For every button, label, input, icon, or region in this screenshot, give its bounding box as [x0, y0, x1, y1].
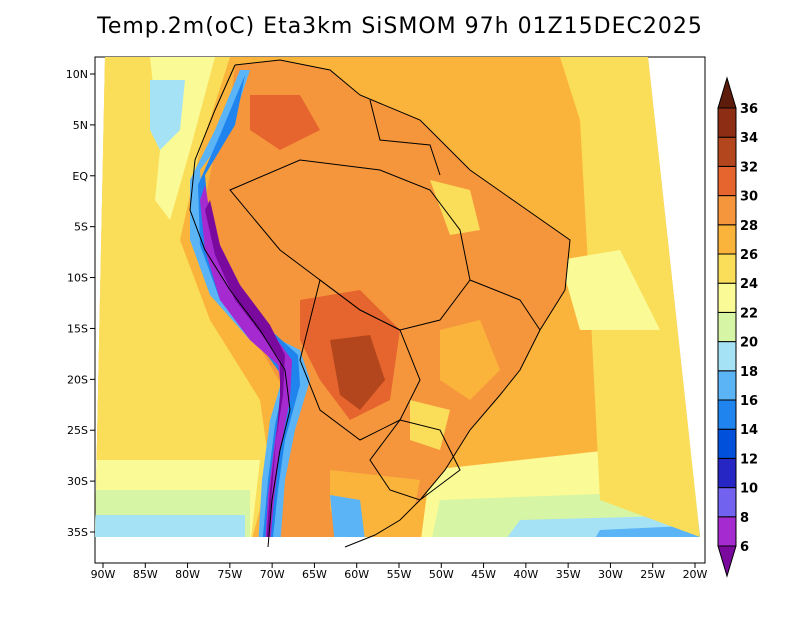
colorbar-label: 12 [740, 452, 758, 467]
field-core-34 [330, 335, 385, 410]
field-se-26 [410, 400, 450, 450]
colorbar-swatch [717, 224, 737, 255]
field-pacific-26 [95, 57, 270, 537]
y-tick-label: 10S [67, 272, 88, 285]
colorbar-max-arrow [717, 76, 737, 109]
colorbar-swatch [717, 428, 737, 459]
y-tick-label: 15S [67, 322, 88, 335]
colorbar-label: 24 [740, 277, 758, 292]
field-andes-6 [205, 200, 285, 537]
border-south [369, 419, 461, 501]
colorbar-label: 26 [740, 248, 758, 263]
field-pacific-20 [150, 80, 185, 150]
pacific-coastline [189, 64, 291, 548]
x-tick-label: 45W [471, 568, 496, 581]
x-tick-label: 70W [260, 568, 285, 581]
field-atlantic-24b [560, 250, 660, 330]
country-borders [189, 59, 571, 548]
x-tick-label: 65W [302, 568, 327, 581]
field-se-28 [440, 320, 500, 400]
y-tick-label: 35S [67, 526, 88, 539]
x-tick-label: 60W [344, 568, 369, 581]
y-tick-label: 10N [66, 68, 88, 81]
atlantic-coastline [234, 59, 571, 548]
x-tick-label: 80W [175, 568, 200, 581]
colorbar-swatch [717, 487, 737, 518]
colorbar-swatch [717, 370, 737, 401]
colorbar-label: 36 [740, 102, 758, 117]
y-tick-label: 30S [67, 475, 88, 488]
x-tick-label: 50W [429, 568, 454, 581]
colorbar-label: 14 [740, 423, 758, 438]
x-tick-label: 20W [683, 568, 708, 581]
colorbar-label: 16 [740, 394, 758, 409]
colorbar-swatch [717, 516, 737, 547]
y-tick-label: EQ [72, 170, 88, 183]
x-tick-label: 85W [133, 568, 158, 581]
y-axis: 10N 5N EQ 5S 10S 15S 20S 25S 30S 35S [66, 68, 95, 539]
y-tick-label: 5S [74, 221, 88, 234]
colorbar-swatch [717, 282, 737, 313]
colorbar-label: 18 [740, 365, 758, 380]
field-andes-10 [200, 185, 292, 537]
colorbar-label: 20 [740, 336, 758, 351]
x-tick-label: 35W [556, 568, 581, 581]
border-guianas [369, 99, 441, 176]
x-tick-label: 30W [598, 568, 623, 581]
colorbar-swatch [717, 253, 737, 284]
x-tick-label: 40W [513, 568, 538, 581]
field-south-land-18 [330, 495, 365, 537]
temperature-field [95, 57, 700, 537]
field-amazon-26 [430, 180, 480, 235]
colorbar-swatch [717, 195, 737, 226]
colorbar: 6 8 10 12 14 16 18 20 22 24 26 28 30 32 34 36 [717, 76, 758, 578]
colorbar-label: 6 [740, 540, 749, 555]
x-axis: 90W 85W 80W 75W 70W 65W 60W 55W 50W 45W 40W 35W 30W 2… [91, 563, 708, 581]
border-east [469, 279, 541, 331]
colorbar-min-arrow [717, 545, 737, 578]
map-title: Temp.2m(oC) Eta3km SiSMOM 97h 01Z15DEC20… [97, 14, 703, 39]
colorbar-label: 22 [740, 306, 758, 321]
colorbar-swatch [717, 311, 737, 343]
colorbar-label: 32 [740, 160, 758, 175]
colorbar-swatch [717, 457, 737, 489]
colorbar-label: 28 [740, 219, 758, 234]
colorbar-swatch [717, 107, 737, 138]
x-tick-label: 75W [217, 568, 242, 581]
x-tick-label: 25W [640, 568, 665, 581]
colorbar-label: 10 [740, 482, 758, 497]
x-tick-label: 55W [387, 568, 412, 581]
colorbar-swatch [717, 165, 737, 197]
y-tick-label: 25S [67, 424, 88, 437]
field-south-20 [95, 515, 245, 537]
field-atlantic-18 [590, 525, 700, 537]
border-north [229, 159, 471, 331]
y-tick-label: 5N [73, 119, 88, 132]
colorbar-label: 34 [740, 131, 758, 146]
y-tick-label: 20S [67, 373, 88, 386]
colorbar-swatch [717, 399, 737, 430]
colorbar-swatch [717, 136, 737, 167]
field-core-north-32 [250, 95, 320, 150]
colorbar-swatch [717, 341, 737, 372]
x-tick-label: 90W [91, 568, 116, 581]
colorbar-label: 30 [740, 190, 758, 205]
colorbar-label: 8 [740, 511, 749, 526]
